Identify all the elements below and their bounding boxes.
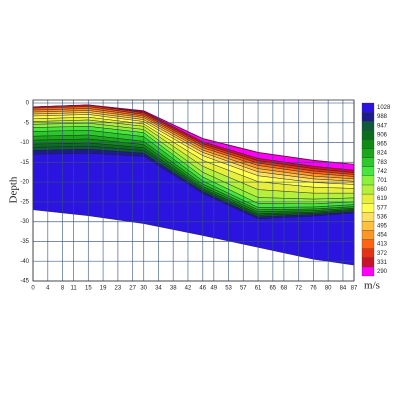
colorbar-label: 701: [377, 178, 388, 184]
colorbar-label: 619: [377, 196, 388, 202]
y-tick-label: -5: [24, 120, 30, 126]
x-tick-label: 53: [225, 286, 232, 292]
x-tick-label: 87: [351, 286, 358, 292]
x-tick-label: 46: [199, 286, 206, 292]
y-tick-label: -45: [20, 279, 29, 285]
colorbar-swatch: [361, 239, 375, 249]
y-tick-label: -25: [20, 199, 29, 205]
colorbar-swatch: [361, 230, 375, 240]
x-tick-label: 72: [295, 286, 302, 292]
x-tick-label: 84: [340, 286, 347, 292]
x-tick-label: 15: [85, 286, 92, 292]
colorbar-label: 454: [377, 233, 388, 239]
colorbar-swatch: [361, 130, 375, 140]
colorbar-label: 1028: [377, 105, 391, 111]
colorbar-swatch: [361, 102, 375, 113]
x-tick-label: 61: [255, 286, 262, 292]
colorbar-unit: m/s: [364, 280, 380, 292]
colorbar-label: 906: [377, 132, 388, 138]
x-tick-label: 11: [70, 286, 77, 292]
colorbar-swatch: [361, 184, 375, 195]
colorbar-swatch: [361, 248, 375, 258]
x-tick-label: 49: [210, 286, 217, 292]
x-tick-label: 27: [129, 286, 136, 292]
y-tick-label: -40: [20, 259, 29, 265]
colorbar-label: 577: [377, 205, 388, 211]
y-axis-title: Depth: [8, 176, 20, 203]
colorbar-swatch: [361, 148, 375, 158]
colorbar-swatch: [361, 175, 375, 186]
x-tick-label: 0: [31, 286, 35, 292]
x-tick-label: 4: [46, 286, 50, 292]
y-tick-label: -15: [20, 160, 29, 166]
y-tick-label: -35: [20, 239, 29, 245]
colorbar-label: 660: [377, 187, 388, 193]
x-tick-label: 68: [281, 286, 288, 292]
colorbar-swatch: [361, 111, 375, 122]
x-tick-label: 34: [155, 286, 162, 292]
colorbar-swatch: [361, 212, 375, 222]
x-tick-label: 42: [185, 286, 192, 292]
x-tick-label: 30: [140, 286, 147, 292]
colorbar-label: 495: [377, 223, 388, 229]
colorbar-label: 947: [377, 123, 388, 129]
colorbar-label: 865: [377, 142, 388, 148]
colorbar-label: 290: [377, 269, 388, 275]
colorbar-label: 413: [377, 242, 388, 248]
y-tick-label: -10: [20, 140, 29, 146]
colorbar-label: 742: [377, 169, 388, 175]
colorbar-swatch: [361, 203, 375, 213]
plot-frame: [32, 99, 355, 282]
x-tick-label: 19: [100, 286, 107, 292]
colorbar-swatch: [361, 266, 375, 277]
colorbar-swatch: [361, 157, 375, 167]
colorbar-swatch: [361, 193, 375, 204]
x-tick-label: 80: [325, 286, 332, 292]
colorbar-label: 988: [377, 114, 388, 120]
colorbar-swatch: [361, 221, 375, 231]
colorbar-swatch: [361, 166, 375, 176]
x-tick-label: 76: [310, 286, 317, 292]
x-tick-label: 23: [115, 286, 122, 292]
colorbar-swatch: [361, 121, 375, 131]
y-tick-label: 0: [26, 101, 30, 107]
colorbar-label: 331: [377, 260, 388, 266]
colorbar-label: 372: [377, 251, 388, 257]
colorbar-label: 783: [377, 160, 388, 166]
colorbar-swatch: [361, 139, 375, 149]
colorbar-label: 824: [377, 151, 388, 157]
colorbar-swatch: [361, 257, 375, 268]
y-tick-label: -20: [20, 180, 29, 186]
colorbar-label: 536: [377, 214, 388, 220]
x-tick-label: 38: [170, 286, 177, 292]
x-tick-label: 57: [240, 286, 247, 292]
x-tick-label: 8: [61, 286, 65, 292]
x-tick-label: 65: [269, 286, 276, 292]
y-tick-label: -30: [20, 219, 29, 225]
